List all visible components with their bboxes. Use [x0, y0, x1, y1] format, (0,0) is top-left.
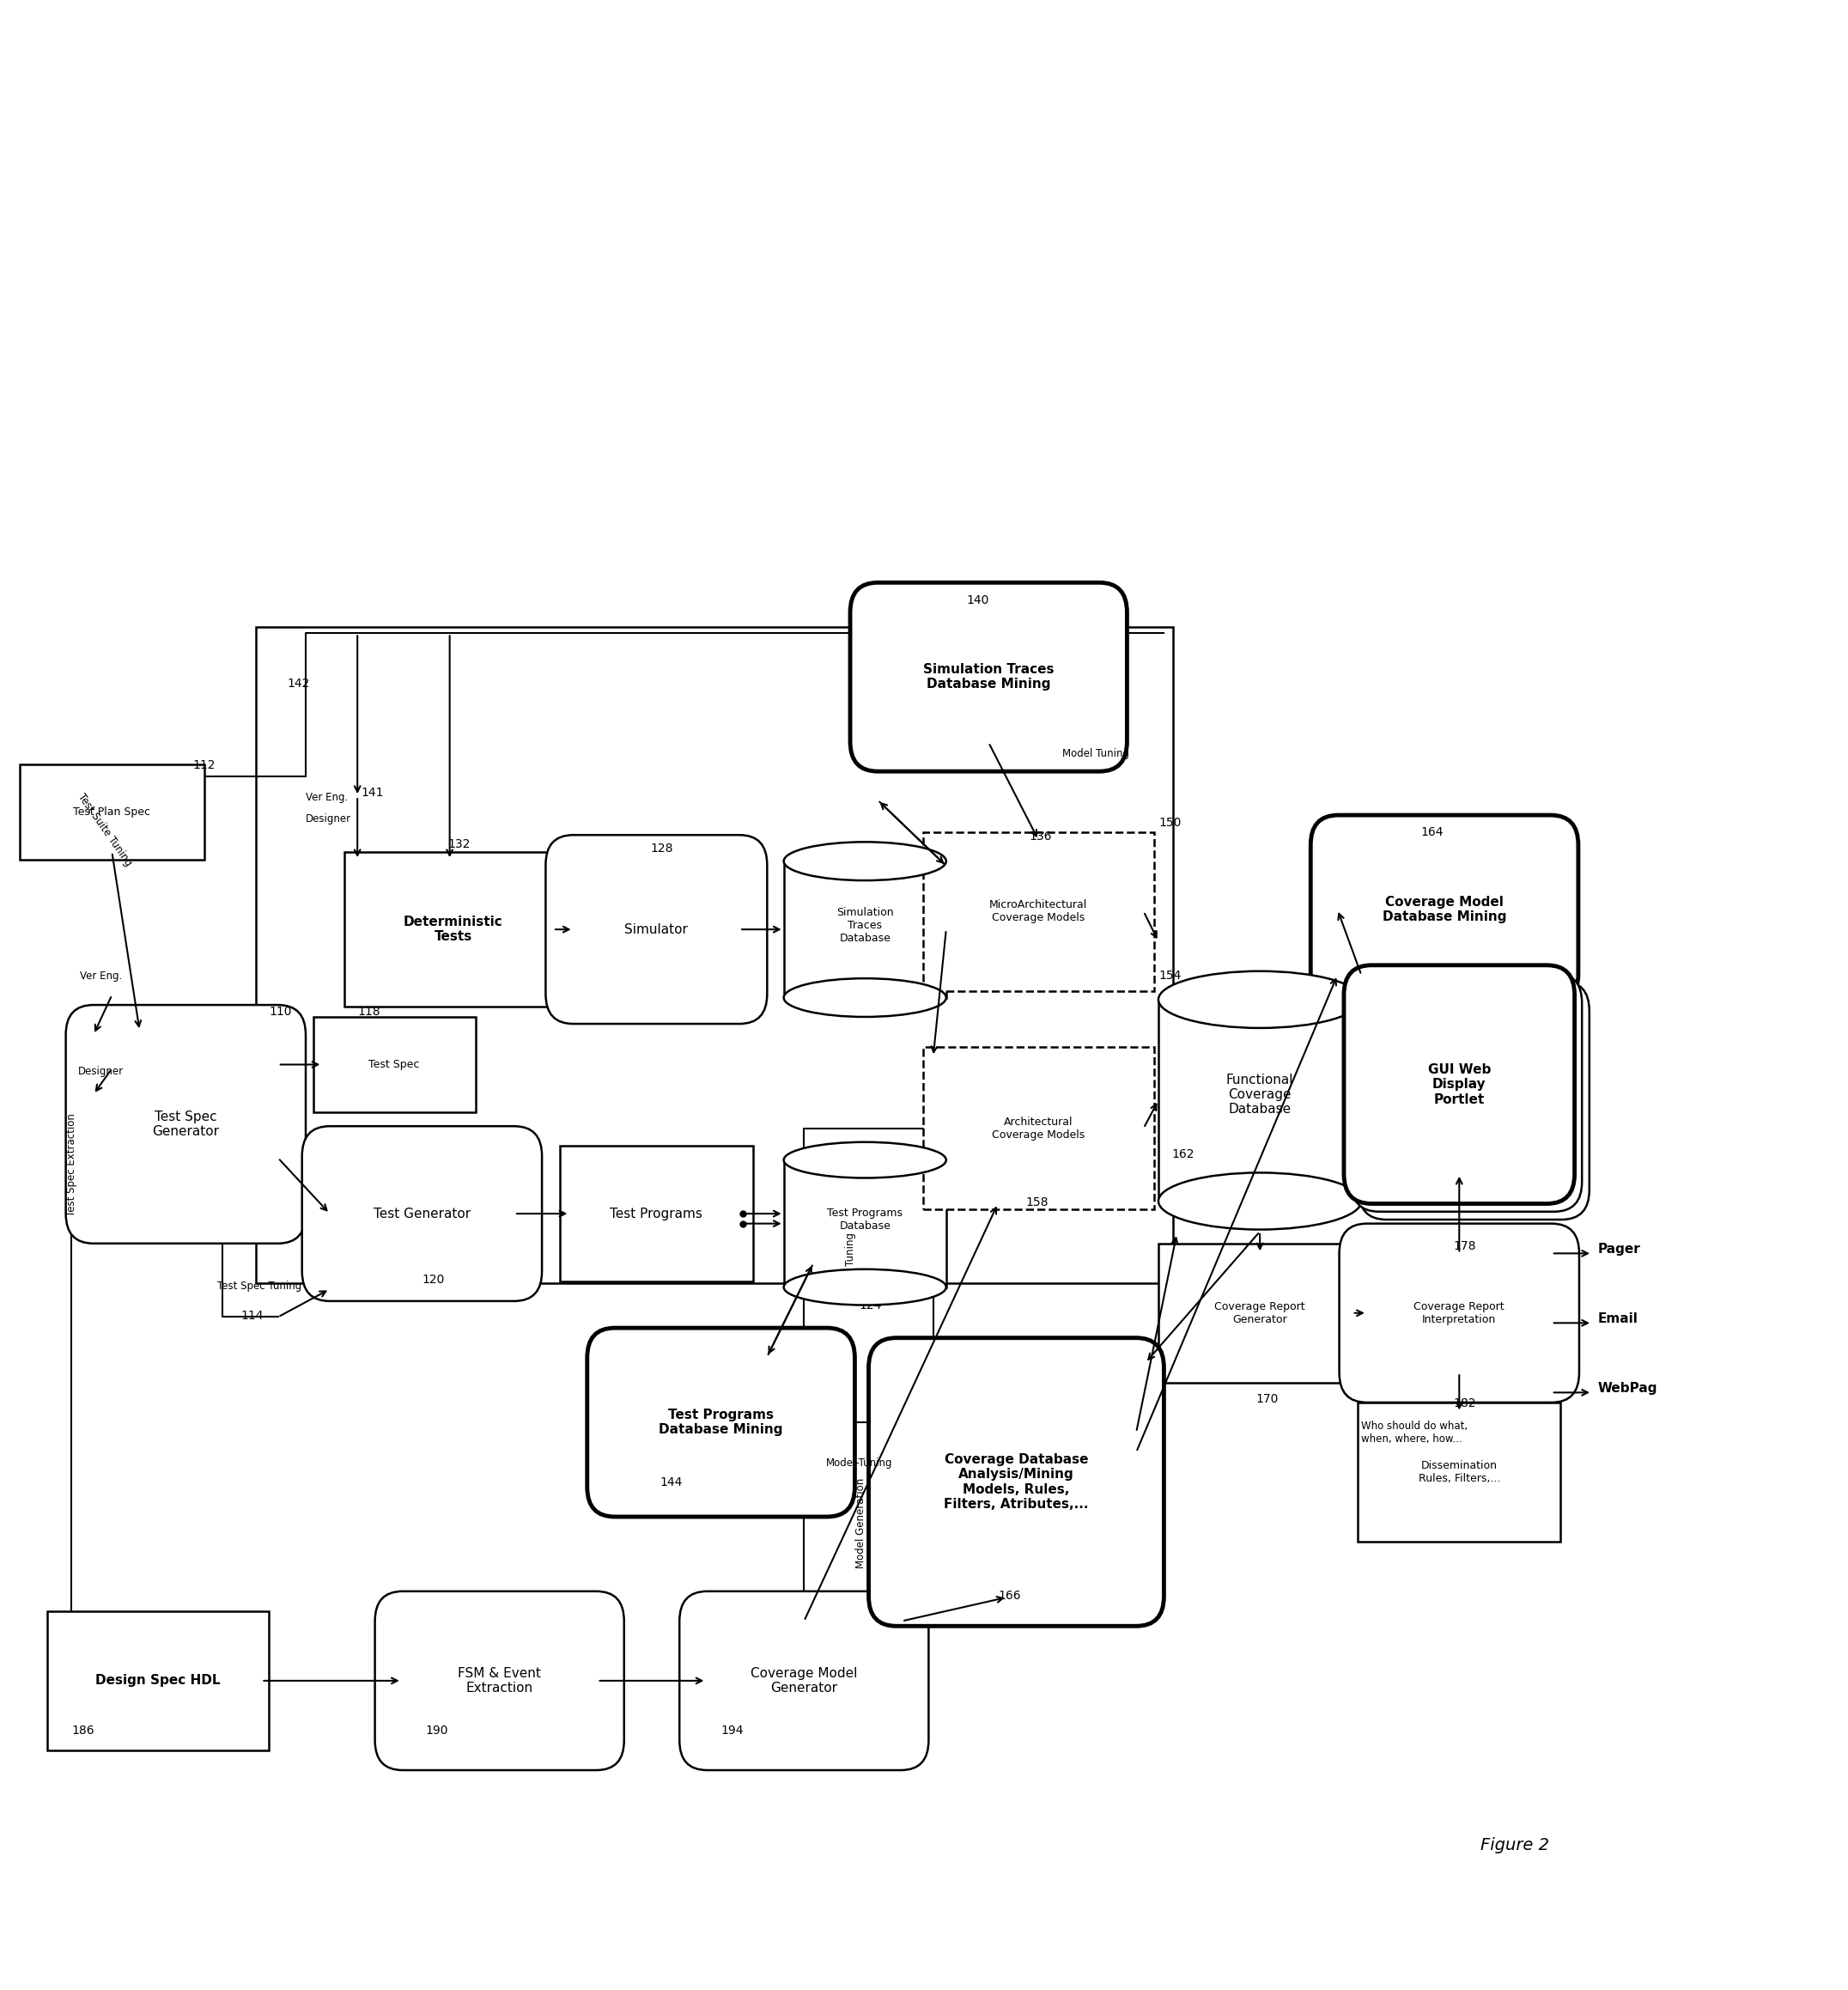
Text: 140: 140: [967, 593, 989, 607]
Text: Test Programs
Database Mining: Test Programs Database Mining: [660, 1409, 784, 1437]
Text: 124: 124: [859, 1299, 881, 1311]
Text: Model-Tuning: Model-Tuning: [826, 1457, 893, 1469]
FancyBboxPatch shape: [680, 1592, 928, 1771]
FancyBboxPatch shape: [1310, 816, 1578, 1003]
Text: Test Generator: Test Generator: [373, 1208, 471, 1220]
Text: Test Plan Spec: Test Plan Spec: [74, 806, 150, 818]
FancyBboxPatch shape: [588, 1327, 856, 1516]
FancyBboxPatch shape: [924, 1047, 1153, 1210]
Text: Test Spec
Generator: Test Spec Generator: [152, 1110, 220, 1138]
Text: 158: 158: [1026, 1196, 1048, 1208]
FancyBboxPatch shape: [1358, 981, 1589, 1220]
Text: Test Spec: Test Spec: [370, 1059, 419, 1071]
Text: 142: 142: [286, 677, 310, 689]
Text: Model Tuning: Model Tuning: [845, 1232, 856, 1299]
Ellipse shape: [784, 1142, 946, 1178]
Text: Figure 2: Figure 2: [1480, 1837, 1549, 1853]
Text: 112: 112: [194, 758, 216, 770]
Text: 170: 170: [1257, 1393, 1279, 1405]
FancyBboxPatch shape: [48, 1612, 268, 1751]
Text: Ver Eng.: Ver Eng.: [79, 971, 122, 981]
Bar: [1159, 999, 1362, 1202]
FancyBboxPatch shape: [301, 1126, 541, 1301]
Text: Coverage Model
Database Mining: Coverage Model Database Mining: [1382, 896, 1506, 923]
Ellipse shape: [784, 842, 946, 880]
FancyBboxPatch shape: [375, 1592, 625, 1771]
Text: www: www: [1355, 1176, 1379, 1186]
Text: Test Programs: Test Programs: [610, 1208, 702, 1220]
Text: 178: 178: [1454, 1240, 1477, 1252]
Ellipse shape: [1159, 971, 1362, 1029]
Text: Deterministic
Tests: Deterministic Tests: [403, 915, 503, 943]
Text: 114: 114: [240, 1309, 264, 1321]
Text: 190: 190: [425, 1725, 449, 1737]
Text: Pager: Pager: [1599, 1244, 1641, 1256]
FancyBboxPatch shape: [20, 764, 205, 860]
Text: 128: 128: [650, 842, 675, 854]
Text: Test Programs
Database: Test Programs Database: [828, 1208, 902, 1232]
Text: Dissemination
Rules, Filters,...: Dissemination Rules, Filters,...: [1417, 1461, 1501, 1485]
Text: Simulation Traces
Database Mining: Simulation Traces Database Mining: [924, 663, 1053, 691]
Text: Design Spec HDL: Design Spec HDL: [96, 1674, 220, 1688]
FancyBboxPatch shape: [850, 583, 1127, 772]
Text: GUI Web
Display
Portlet: GUI Web Display Portlet: [1429, 1063, 1491, 1106]
Text: 162: 162: [1172, 1148, 1194, 1160]
Bar: [784, 1160, 946, 1288]
Ellipse shape: [784, 979, 946, 1017]
Text: 110: 110: [268, 1005, 292, 1017]
Text: MicroArchitectural
Coverage Models: MicroArchitectural Coverage Models: [989, 899, 1087, 923]
FancyBboxPatch shape: [1351, 973, 1582, 1212]
Text: Test Spec Extraction: Test Spec Extraction: [67, 1112, 78, 1216]
Text: 166: 166: [998, 1590, 1020, 1602]
Bar: [784, 862, 946, 997]
Ellipse shape: [1159, 1172, 1362, 1230]
FancyBboxPatch shape: [869, 1337, 1164, 1626]
Text: Coverage Model
Generator: Coverage Model Generator: [750, 1668, 857, 1695]
Text: Email: Email: [1599, 1313, 1637, 1325]
Text: Designer: Designer: [305, 814, 351, 824]
Text: Functional
Coverage
Database: Functional Coverage Database: [1227, 1073, 1294, 1116]
FancyBboxPatch shape: [1340, 1224, 1580, 1403]
FancyBboxPatch shape: [924, 832, 1153, 991]
Text: Coverage Report
Interpretation: Coverage Report Interpretation: [1414, 1301, 1504, 1325]
Text: 132: 132: [447, 838, 471, 850]
Text: 164: 164: [1421, 826, 1443, 838]
Text: 154: 154: [1159, 969, 1181, 981]
Text: Simulator: Simulator: [625, 923, 687, 935]
Text: WebPag: WebPag: [1599, 1383, 1658, 1395]
Text: 186: 186: [72, 1725, 94, 1737]
Text: 194: 194: [721, 1725, 743, 1737]
Text: Test Suite Tuning: Test Suite Tuning: [76, 792, 133, 868]
Text: 182: 182: [1454, 1397, 1477, 1409]
Text: 144: 144: [660, 1477, 682, 1489]
Text: FSM & Event
Extraction: FSM & Event Extraction: [458, 1668, 541, 1695]
Text: 118: 118: [357, 1005, 381, 1017]
FancyBboxPatch shape: [1159, 1244, 1362, 1383]
Text: Designer: Designer: [78, 1067, 124, 1077]
Ellipse shape: [784, 1270, 946, 1305]
Text: Coverage Report
Generator: Coverage Report Generator: [1214, 1301, 1305, 1325]
Text: 136: 136: [1029, 830, 1052, 842]
FancyBboxPatch shape: [545, 836, 767, 1023]
Text: 141: 141: [360, 786, 384, 798]
FancyBboxPatch shape: [1343, 965, 1574, 1204]
Text: Simulation
Traces
Database: Simulation Traces Database: [837, 907, 894, 943]
Text: 174: 174: [1456, 969, 1478, 981]
Text: 120: 120: [421, 1274, 445, 1286]
FancyBboxPatch shape: [560, 1146, 754, 1282]
Text: Who should do what,
when, where, how...: Who should do what, when, where, how...: [1362, 1421, 1467, 1445]
FancyBboxPatch shape: [67, 1005, 305, 1244]
Text: Coverage Database
Analysis/Mining
Models, Rules,
Filters, Atributes,...: Coverage Database Analysis/Mining Models…: [944, 1453, 1088, 1510]
FancyBboxPatch shape: [1358, 1403, 1562, 1542]
Text: Test Spec Tuning: Test Spec Tuning: [218, 1282, 301, 1292]
FancyBboxPatch shape: [344, 852, 562, 1007]
Text: Architectural
Coverage Models: Architectural Coverage Models: [992, 1116, 1085, 1140]
Text: Model Tuning: Model Tuning: [1063, 748, 1129, 758]
FancyBboxPatch shape: [312, 1017, 475, 1112]
Text: Model Generation: Model Generation: [856, 1479, 867, 1568]
Text: 150: 150: [1159, 816, 1181, 828]
Text: Ver Eng.: Ver Eng.: [305, 792, 347, 802]
